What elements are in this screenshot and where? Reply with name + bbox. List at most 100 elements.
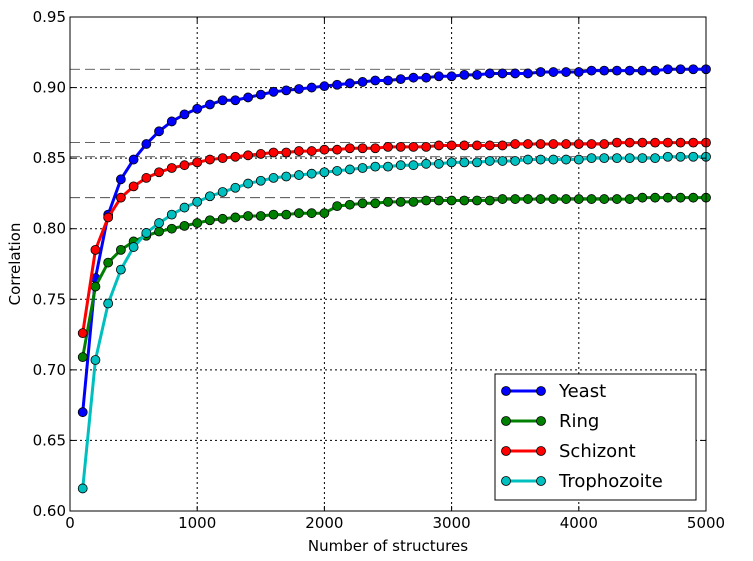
data-point <box>548 154 559 165</box>
data-point <box>599 153 610 164</box>
data-point <box>115 192 126 203</box>
data-point <box>612 153 622 164</box>
legend-marker <box>536 476 546 486</box>
legend-entry-yeast: Yeast <box>501 381 606 402</box>
data-point <box>561 67 571 77</box>
x-tick-label: 2000 <box>305 514 343 532</box>
data-point <box>573 67 584 77</box>
data-point <box>662 137 673 148</box>
y-tick-label: 0.70 <box>33 361 66 379</box>
data-point <box>192 218 203 228</box>
data-point <box>523 194 533 204</box>
data-point <box>484 156 495 166</box>
data-point <box>662 64 673 75</box>
data-point <box>510 194 521 204</box>
data-point <box>421 141 432 152</box>
data-point <box>281 209 292 220</box>
data-point <box>459 195 470 206</box>
x-tick-label: 1000 <box>178 514 216 532</box>
data-point <box>332 165 343 176</box>
data-point <box>179 202 190 213</box>
data-point <box>497 68 508 79</box>
data-point <box>255 89 266 100</box>
data-point <box>561 194 571 204</box>
data-point <box>383 141 393 152</box>
data-point <box>230 212 241 223</box>
data-point <box>497 194 508 204</box>
data-point <box>357 198 368 209</box>
data-point <box>662 151 673 162</box>
data-point <box>650 137 661 148</box>
data-point <box>205 215 215 226</box>
data-point <box>217 213 228 224</box>
legend-marker <box>536 446 546 456</box>
data-point <box>166 209 177 220</box>
data-point <box>230 182 241 193</box>
data-point <box>484 140 495 151</box>
data-point <box>395 74 406 85</box>
x-tick-label: 0 <box>65 514 75 532</box>
series-line <box>81 196 706 358</box>
data-point <box>599 194 610 204</box>
data-point <box>141 173 152 183</box>
data-point <box>650 65 661 76</box>
data-point <box>484 68 495 79</box>
data-point <box>128 242 139 252</box>
data-point <box>650 192 661 203</box>
data-point <box>472 140 482 151</box>
data-point <box>141 139 152 149</box>
data-point <box>268 209 279 220</box>
y-tick-label: 0.60 <box>33 502 66 520</box>
data-point <box>90 244 101 255</box>
data-point <box>535 154 546 165</box>
legend-entry-ring: Ring <box>501 411 599 432</box>
data-point <box>548 139 559 149</box>
data-point <box>624 137 635 148</box>
data-point <box>255 175 266 186</box>
data-point <box>230 151 241 162</box>
data-point <box>115 264 126 275</box>
data-point <box>573 154 584 165</box>
data-point <box>370 143 381 154</box>
legend-marker <box>501 476 511 486</box>
data-point <box>459 157 470 168</box>
series-line <box>81 141 706 334</box>
x-tick-label: 3000 <box>433 514 471 532</box>
data-point <box>357 163 368 173</box>
data-point <box>243 150 253 161</box>
data-point <box>243 211 253 221</box>
data-point <box>205 154 215 165</box>
data-point <box>446 140 457 151</box>
ticks: 0 1000 2000 3000 4000 5000 0.60 0.65 0.70 0.75 0.8… <box>33 8 726 532</box>
data-point <box>103 257 114 268</box>
data-point <box>332 201 343 212</box>
data-point <box>662 192 673 203</box>
data-point <box>573 194 584 204</box>
data-point <box>243 178 253 189</box>
data-point <box>472 157 482 168</box>
data-point <box>675 151 686 162</box>
data-point <box>446 157 457 168</box>
data-point <box>497 156 508 166</box>
data-point <box>217 95 228 106</box>
data-point <box>497 140 508 151</box>
data-point <box>433 71 444 82</box>
y-tick-label: 0.65 <box>33 431 66 449</box>
data-point <box>344 199 355 210</box>
data-point <box>179 109 190 120</box>
data-point <box>472 195 482 206</box>
data-point <box>395 160 406 171</box>
legend-marker <box>536 416 546 426</box>
data-point <box>166 223 177 234</box>
data-point <box>268 147 279 158</box>
data-point <box>217 187 228 197</box>
data-point <box>154 126 164 137</box>
data-point <box>370 161 381 172</box>
data-point <box>306 168 317 179</box>
data-point <box>446 71 457 82</box>
data-point <box>268 173 279 183</box>
data-point <box>294 146 304 156</box>
data-point <box>510 139 521 149</box>
data-point <box>319 81 330 92</box>
data-point <box>586 139 597 149</box>
